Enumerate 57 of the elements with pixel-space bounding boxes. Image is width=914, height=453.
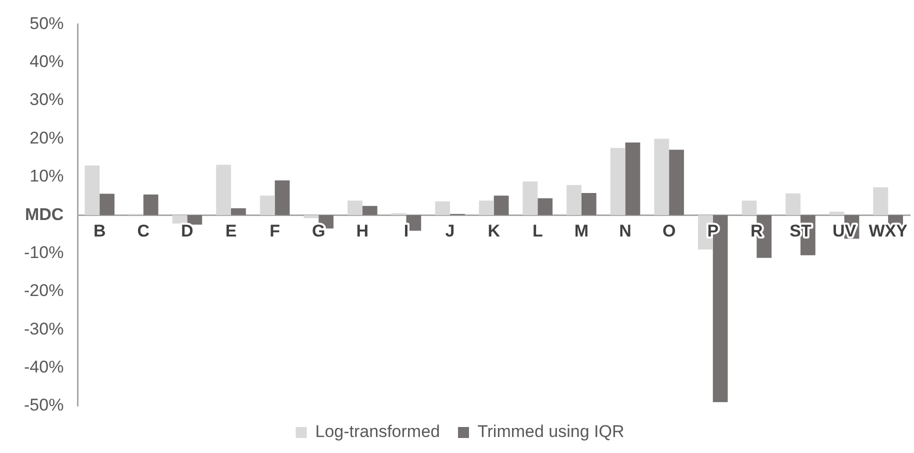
bar bbox=[100, 194, 114, 216]
bar bbox=[362, 206, 378, 216]
y-tick-label: -10% bbox=[24, 242, 64, 262]
x-tick-label: C bbox=[137, 221, 150, 240]
bar bbox=[478, 200, 494, 216]
bar bbox=[610, 148, 626, 216]
x-tick-label: E bbox=[225, 221, 237, 240]
x-tick-label: D bbox=[181, 221, 194, 240]
bar bbox=[348, 200, 362, 216]
bar bbox=[669, 150, 684, 216]
y-tick-label: -50% bbox=[24, 396, 64, 415]
y-tick-label: 30% bbox=[30, 90, 64, 110]
x-tick-label: B bbox=[93, 221, 106, 240]
x-tick-label: N bbox=[619, 221, 632, 240]
bar bbox=[260, 196, 275, 216]
bar bbox=[522, 182, 538, 216]
y-tick-label: 20% bbox=[30, 128, 64, 148]
bar bbox=[231, 208, 246, 216]
y-tick-label: -40% bbox=[24, 358, 64, 377]
y-tick-label: -20% bbox=[24, 281, 64, 300]
x-tick-label: O bbox=[662, 221, 676, 240]
x-tick-label: P bbox=[707, 221, 719, 240]
y-tick-label: 10% bbox=[30, 166, 64, 186]
bar bbox=[829, 212, 844, 216]
y-tick-label: MDC bbox=[24, 204, 64, 224]
y-tick-label: 50% bbox=[30, 14, 64, 33]
bar bbox=[216, 164, 232, 216]
x-tick-label: J bbox=[445, 221, 455, 240]
bar bbox=[581, 192, 596, 216]
bar bbox=[187, 215, 202, 225]
bar bbox=[625, 142, 640, 216]
bar bbox=[406, 215, 422, 231]
bar bbox=[143, 194, 158, 216]
bar bbox=[172, 215, 188, 224]
x-tick-label: G bbox=[312, 221, 326, 240]
legend-label: Log-transformed bbox=[315, 422, 440, 442]
bar bbox=[538, 198, 553, 216]
x-tick-label: L bbox=[532, 221, 543, 240]
x-tick-label: I bbox=[404, 221, 409, 240]
bar bbox=[304, 215, 319, 218]
x-tick-label: F bbox=[270, 221, 280, 240]
legend-label: Trimmed using IQR bbox=[477, 422, 624, 442]
y-tick-label: -30% bbox=[24, 319, 64, 338]
bar bbox=[435, 201, 450, 216]
x-tick-label: K bbox=[488, 221, 501, 240]
bar bbox=[274, 180, 290, 216]
x-tick-label: WXY bbox=[868, 221, 908, 240]
y-tick-label: 40% bbox=[30, 52, 64, 72]
bar bbox=[494, 196, 509, 216]
x-tick-label: H bbox=[356, 221, 369, 240]
bar bbox=[786, 193, 800, 216]
bar bbox=[84, 165, 100, 216]
bar bbox=[566, 184, 582, 216]
bar bbox=[654, 138, 670, 216]
bar bbox=[742, 200, 757, 216]
bar bbox=[873, 187, 888, 216]
x-tick-label: M bbox=[574, 221, 589, 240]
